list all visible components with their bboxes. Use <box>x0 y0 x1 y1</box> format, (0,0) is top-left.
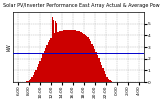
Bar <box>105 74 106 82</box>
Bar <box>33 75 34 82</box>
Bar <box>57 32 59 82</box>
Bar <box>44 51 45 82</box>
Bar <box>106 76 108 82</box>
Bar <box>64 30 65 82</box>
Bar <box>72 30 74 82</box>
Bar <box>56 22 57 82</box>
Bar <box>75 30 76 82</box>
Bar <box>94 49 96 82</box>
Bar <box>68 30 69 82</box>
Bar <box>27 81 28 82</box>
Bar <box>80 32 82 82</box>
Bar <box>108 78 109 82</box>
Y-axis label: kW: kW <box>6 43 11 51</box>
Bar <box>49 40 50 82</box>
Bar <box>42 54 44 82</box>
Bar <box>55 33 56 82</box>
Bar <box>90 41 91 82</box>
Bar <box>53 34 55 82</box>
Bar <box>56 32 57 82</box>
Bar <box>98 58 100 82</box>
Bar <box>91 44 93 82</box>
Bar <box>111 81 112 82</box>
Bar <box>60 31 61 82</box>
Bar <box>31 77 33 82</box>
Bar <box>38 64 40 82</box>
Bar <box>76 31 78 82</box>
Bar <box>84 35 86 82</box>
Bar <box>46 45 48 82</box>
Bar <box>53 20 54 82</box>
Bar <box>109 80 111 82</box>
Bar <box>65 30 67 82</box>
Text: Solar PV/Inverter Performance East Array Actual & Average Power Output: Solar PV/Inverter Performance East Array… <box>3 3 160 8</box>
Bar <box>102 68 104 82</box>
Bar <box>30 78 31 82</box>
Bar <box>86 36 87 82</box>
Bar <box>96 52 97 82</box>
Bar <box>104 71 105 82</box>
Bar <box>41 57 42 82</box>
Bar <box>93 46 94 82</box>
Bar <box>83 34 84 82</box>
Bar <box>87 37 89 82</box>
Bar <box>79 32 80 82</box>
Bar <box>35 70 37 82</box>
Bar <box>100 62 101 82</box>
Bar <box>74 30 75 82</box>
Bar <box>50 38 52 82</box>
Bar <box>71 30 72 82</box>
Bar <box>67 30 68 82</box>
Bar <box>78 31 79 82</box>
Bar <box>52 36 53 82</box>
Bar <box>69 30 71 82</box>
Bar <box>45 48 46 82</box>
Bar <box>97 55 98 82</box>
Bar <box>55 21 56 82</box>
Bar <box>52 17 53 82</box>
Bar <box>48 42 49 82</box>
Bar <box>101 65 102 82</box>
Bar <box>59 31 60 82</box>
Bar <box>28 80 30 82</box>
Bar <box>34 72 35 82</box>
Bar <box>82 33 83 82</box>
Bar <box>26 81 27 82</box>
Bar <box>61 31 63 82</box>
Bar <box>51 18 52 82</box>
Bar <box>63 30 64 82</box>
Bar <box>40 61 41 82</box>
Bar <box>89 39 90 82</box>
Bar <box>37 67 38 82</box>
